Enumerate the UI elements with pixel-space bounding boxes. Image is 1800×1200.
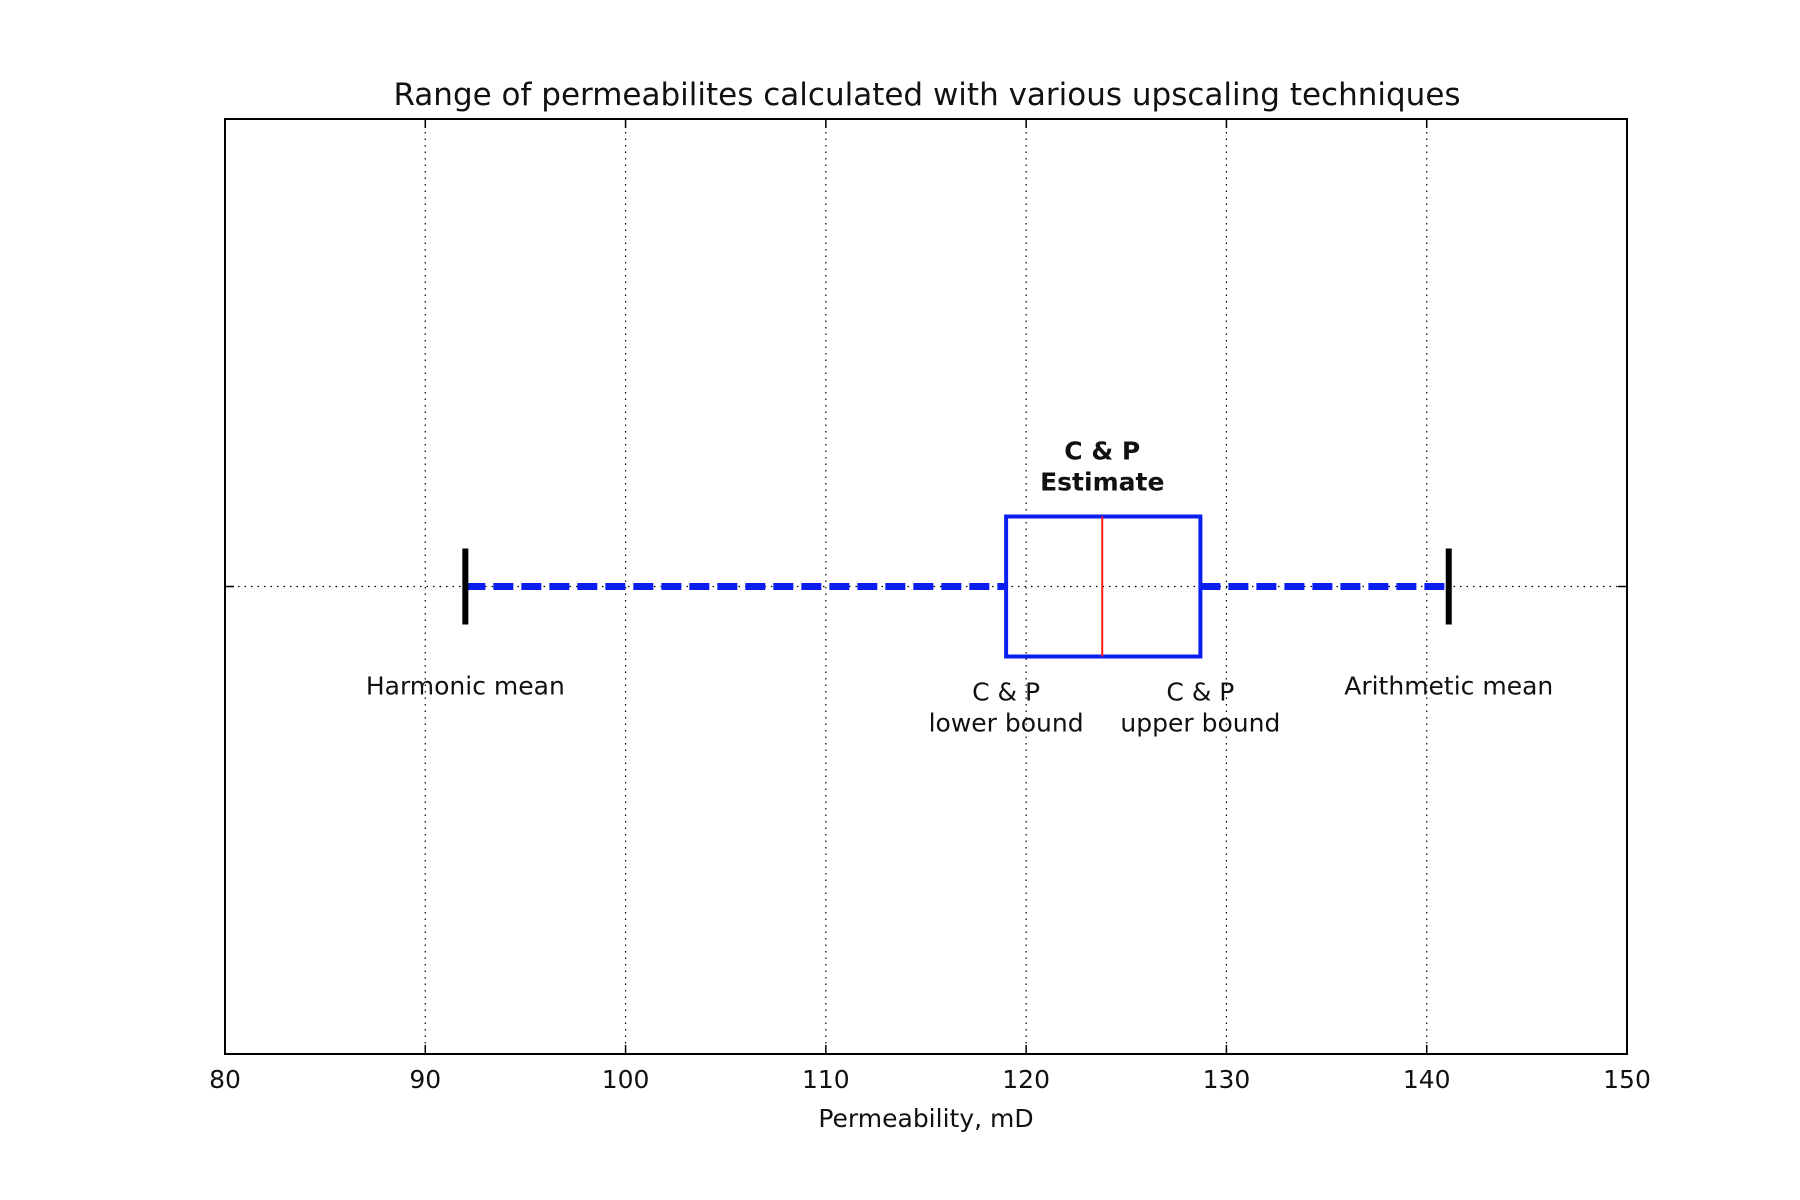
annotation-harmonic-mean: Harmonic mean (366, 672, 565, 701)
annotation-estimate-line-0: C & P (1064, 437, 1140, 466)
x-tick-label-100: 100 (602, 1065, 650, 1094)
annotation-arithmetic-mean-line-0: Arithmetic mean (1344, 672, 1553, 701)
x-axis-ticks: 80 90 100 110 120 130 140 150 (209, 119, 1651, 1094)
annotation-arithmetic-mean: Arithmetic mean (1344, 672, 1553, 701)
box (1004, 514, 1203, 659)
annotation-estimate-line-1: Estimate (1040, 468, 1164, 497)
chart-title: Range of permeabilites calculated with v… (393, 77, 1460, 113)
x-tick-label-150: 150 (1603, 1065, 1651, 1094)
x-tick-label-90: 90 (409, 1065, 441, 1094)
annotation-harmonic-mean-line-0: Harmonic mean (366, 672, 565, 701)
x-tick-label-110: 110 (802, 1065, 850, 1094)
x-tick-label-120: 120 (1002, 1065, 1050, 1094)
x-axis-label: Permeability, mD (818, 1104, 1033, 1133)
plot-marks (462, 514, 1452, 659)
annotation-lower-bound-line-0: C & P (972, 678, 1040, 707)
x-tick-label-140: 140 (1403, 1065, 1451, 1094)
annotation-estimate: C & P Estimate (1040, 437, 1164, 497)
annotation-lower-bound-line-1: lower bound (929, 709, 1084, 738)
x-tick-label-80: 80 (209, 1065, 241, 1094)
x-tick-label-130: 130 (1203, 1065, 1251, 1094)
annotation-upper-bound-line-0: C & P (1166, 678, 1234, 707)
annotation-upper-bound-line-1: upper bound (1120, 709, 1280, 738)
